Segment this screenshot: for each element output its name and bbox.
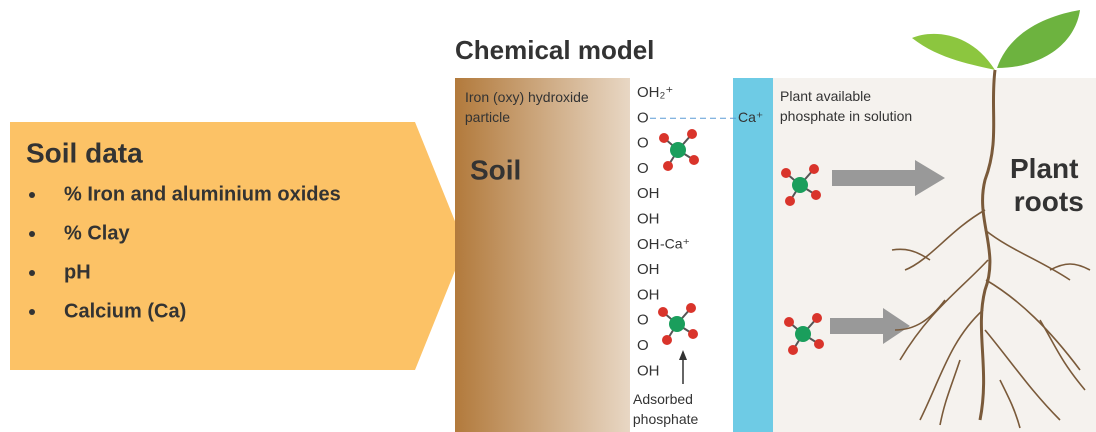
surface-group: OH (637, 210, 660, 227)
oxygen (689, 155, 699, 165)
molecules (658, 129, 824, 355)
oxygen (785, 196, 795, 206)
surface-group: OH (637, 286, 660, 303)
oxygen (812, 313, 822, 323)
oxygen (662, 335, 672, 345)
soil-data-item: Calcium (Ca) (64, 300, 186, 322)
surface-group: O (637, 337, 649, 354)
phosphate (658, 303, 698, 345)
leaf (997, 10, 1080, 68)
soil-label: Soil (470, 154, 521, 185)
roots (891, 69, 1091, 429)
oxygen (659, 133, 669, 143)
phosphate (659, 129, 699, 171)
solution-label: Plant available phosphate in solution (776, 88, 912, 124)
surface-group: OH (637, 261, 660, 278)
oxygen (784, 317, 794, 327)
soil-data-item: pH (64, 261, 91, 283)
bullet (29, 270, 35, 276)
phosphate (784, 313, 824, 355)
soil-data-item: % Iron and aluminium oxides (64, 183, 341, 205)
surface-group: OH (637, 236, 660, 253)
calcium: Ca⁺ (738, 109, 763, 125)
surface-group: O (637, 160, 649, 177)
soil-data-heading: Soil data (26, 137, 143, 168)
roots-label: Plant roots (1006, 153, 1084, 217)
oxygen (687, 129, 697, 139)
arrowhead (679, 350, 687, 360)
surface-group: OH₂⁺ (637, 84, 673, 101)
oxygen (663, 161, 673, 171)
phosphorus (795, 326, 811, 342)
oxygen (788, 345, 798, 355)
surface-group: O (637, 312, 649, 329)
arrow (830, 308, 910, 344)
surface-group: OH (637, 362, 660, 379)
soil-data-item: % Clay (64, 222, 130, 244)
oxygen (814, 339, 824, 349)
particle-label: Iron (oxy) hydroxide particle (461, 89, 589, 125)
oxygen (686, 303, 696, 313)
oxygen (809, 164, 819, 174)
phosphorus (792, 177, 808, 193)
oxygen (811, 190, 821, 200)
oxygen (688, 329, 698, 339)
oxygen (781, 168, 791, 178)
surface-group: O (637, 135, 649, 152)
solution-stripe (733, 78, 773, 432)
adsorbed-label: Adsorbed phosphate (629, 391, 698, 427)
soil-data-list: % Iron and aluminium oxides % Clay pH Calci… (29, 183, 341, 322)
soil-particle (455, 78, 630, 432)
phosphorus (669, 316, 685, 332)
arrow (832, 160, 945, 196)
phosphorus (670, 142, 686, 158)
surface-column (630, 78, 733, 432)
bullet (29, 309, 35, 315)
surface-group: OH (637, 185, 660, 202)
surface-group: O (637, 109, 649, 126)
bullet (29, 231, 35, 237)
soil-data-arrow (10, 122, 465, 370)
calcium: -Ca⁺ (660, 236, 690, 252)
oxygen (658, 307, 668, 317)
title: Chemical model (455, 35, 654, 65)
bullet (29, 192, 35, 198)
leaf (912, 33, 995, 70)
phosphate (781, 164, 821, 206)
